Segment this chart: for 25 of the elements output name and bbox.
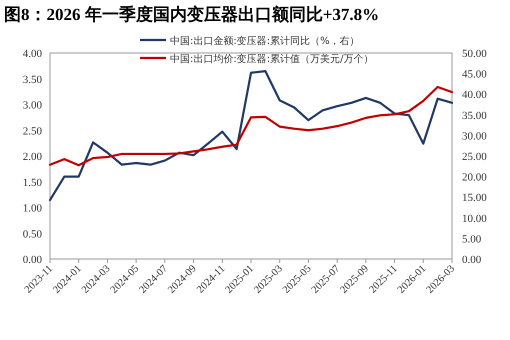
y2-tick-label: 40.00 <box>462 89 488 102</box>
y-tick-label: 0.00 <box>22 254 42 266</box>
line-series <box>48 70 454 202</box>
y-tick-label: 3.00 <box>22 100 42 112</box>
y2-tick-label: 5.00 <box>462 233 482 246</box>
y2-tick-label: 25.00 <box>462 151 488 163</box>
y2-tick-label: 50.00 <box>462 48 488 60</box>
y-tick-label: 4.00 <box>22 48 42 60</box>
title: 图8：2026 年一季度国内变压器出口额同比+37.8% <box>4 5 380 24</box>
legend-label: 中国:出口金额:变压器:累计同比（%，右） <box>170 35 360 47</box>
y2-tick-label: 15.00 <box>462 192 488 204</box>
y-tick-label: 2.00 <box>22 151 42 163</box>
y-tick-label: 2.50 <box>22 125 42 138</box>
line-series <box>48 86 454 166</box>
y2-tick-label: 45.00 <box>462 68 488 81</box>
y2-tick-label: 10.00 <box>462 212 488 225</box>
legend-label: 中国:出口均价:变压器:累计值（万美元/万个） <box>170 53 374 65</box>
y-tick-label: 3.50 <box>22 74 42 86</box>
y-tick-label: 0.50 <box>22 228 42 240</box>
y-tick-label: 1.50 <box>22 176 42 189</box>
y-tick-label: 1.00 <box>22 202 42 214</box>
y2-tick-label: 20.00 <box>462 172 488 184</box>
y2-tick-label: 30.00 <box>462 130 488 142</box>
y2-tick-label: 35.00 <box>462 110 488 122</box>
y2-tick-label: 0.00 <box>462 254 482 266</box>
